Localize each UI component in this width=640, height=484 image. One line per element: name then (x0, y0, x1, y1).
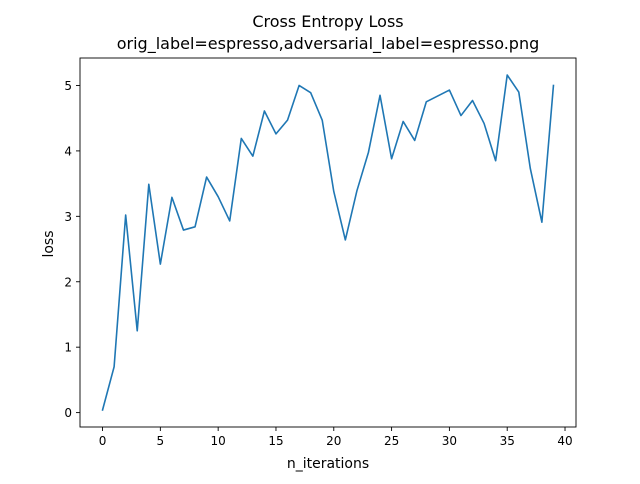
y-tick-label: 4 (64, 144, 72, 158)
x-tick-label: 25 (384, 434, 399, 448)
y-tick-label: 1 (64, 341, 72, 355)
y-tick-label: 0 (64, 406, 72, 420)
x-tick-label: 15 (268, 434, 283, 448)
y-axis-label: loss (41, 230, 57, 257)
x-tick-label: 0 (99, 434, 107, 448)
y-tick-label: 3 (64, 210, 72, 224)
x-tick-label: 10 (211, 434, 226, 448)
y-tick-label: 2 (64, 275, 72, 289)
x-tick-label: 5 (157, 434, 165, 448)
x-tick-label: 35 (500, 434, 515, 448)
series-line-0 (101, 74, 555, 411)
x-axis-label: n_iterations (287, 456, 369, 472)
x-tick-label: 30 (442, 434, 457, 448)
y-tick-label: 5 (64, 79, 72, 93)
chart-title: Cross Entropy Loss (252, 12, 403, 31)
x-tick-label: 20 (326, 434, 341, 448)
x-tick-label: 40 (557, 434, 572, 448)
plot-area: 0 5 10 15 20 25 30 35 40 0 1 2 3 4 5 (64, 57, 577, 448)
chart-subtitle: orig_label=espresso,adversarial_label=es… (117, 34, 540, 54)
axes-frame (79, 57, 577, 428)
